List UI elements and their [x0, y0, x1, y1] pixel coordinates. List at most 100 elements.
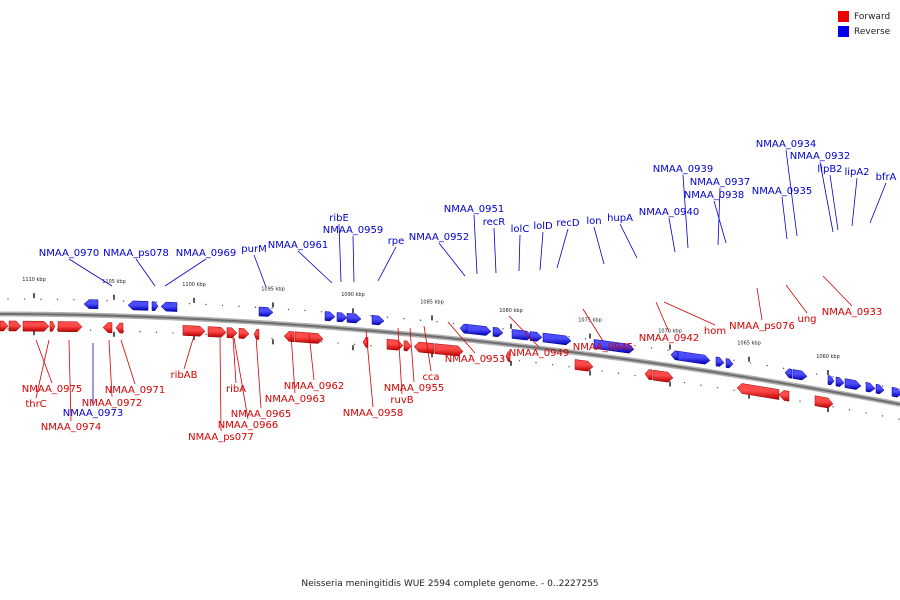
gene-label: NMAA_0949	[509, 348, 570, 359]
tick-label: 1095 kbp	[261, 286, 285, 292]
minor-tick-bottom	[502, 358, 504, 360]
forward-gene-glyph	[434, 343, 464, 357]
minor-tick-top	[766, 364, 768, 367]
gene-label: NMAA_0973	[63, 408, 124, 419]
gene-label: NMAA_0975	[22, 384, 83, 395]
gene-label: NMAA_0961	[268, 240, 329, 251]
tick-label: 1110 kbp	[22, 277, 46, 283]
gene-label: NMAA_0938	[684, 190, 745, 201]
tick-label: 1070 kbp	[658, 329, 682, 335]
gene-label: NMAA_0966	[218, 420, 279, 431]
minor-tick-top	[73, 299, 75, 301]
minor-tick-top	[733, 359, 735, 361]
minor-tick-top	[254, 306, 257, 308]
forward-gene-glyph	[22, 320, 50, 332]
minor-tick-bottom	[733, 389, 735, 391]
minor-tick-top	[403, 318, 405, 320]
reverse-gene-glyph	[827, 375, 835, 386]
forward-gene-glyph	[644, 369, 653, 381]
tick-label: 1060 kbp	[816, 354, 840, 360]
legend-forward-label: Forward	[854, 11, 891, 22]
minor-tick-bottom	[370, 345, 372, 347]
gene-leader-line	[255, 335, 262, 409]
minor-tick-top	[320, 311, 323, 313]
gene-leader-line	[508, 315, 540, 348]
gene-label: lolD	[533, 221, 553, 232]
forward-gene-glyph	[736, 383, 780, 400]
forward-gene-glyph	[182, 325, 206, 337]
minor-tick-top	[7, 298, 9, 300]
minor-tick-bottom	[683, 381, 686, 384]
minor-tick-top	[898, 388, 900, 390]
forward-gene-glyph	[115, 322, 124, 334]
gene-label: lolC	[511, 224, 530, 235]
minor-tick-top	[832, 376, 834, 378]
gene-leader-line	[308, 332, 315, 381]
minor-tick-bottom	[832, 406, 834, 408]
minor-tick-top	[634, 344, 636, 347]
gene-label: ribA	[226, 384, 246, 395]
gene-label: hupA	[607, 213, 633, 224]
forward-gene-glyph	[574, 359, 594, 372]
reverse-gene-glyph	[784, 368, 793, 379]
gene-label: NMAA_0934	[756, 139, 817, 150]
reverse-gene-glyph	[151, 301, 159, 311]
reverse-gene-glyph	[725, 358, 734, 369]
gene-leader-line	[68, 339, 72, 422]
gene-label: lipA2	[844, 167, 869, 178]
gene-leader-line	[473, 214, 478, 275]
gene-leader-line	[183, 338, 194, 370]
minor-tick-top	[205, 303, 207, 306]
legend-reverse: Reverse	[838, 24, 890, 39]
gene-label: ribE	[329, 213, 349, 224]
minor-tick-top	[815, 373, 818, 375]
minor-tick-bottom	[568, 366, 570, 368]
forward-gene-glyph	[57, 321, 83, 333]
minor-tick-top	[749, 362, 752, 364]
gene-label: NMAA_0939	[653, 164, 714, 175]
tick-label: 1090 kbp	[341, 292, 365, 298]
gene-label: cca	[422, 372, 439, 383]
minor-tick-top	[304, 309, 306, 312]
gene-label: ruvB	[390, 395, 413, 406]
gene-label: NMAA_0952	[409, 232, 470, 243]
tick-label: 1080 kbp	[499, 308, 523, 314]
gene-label: NMAA_0969	[176, 248, 237, 259]
reverse-gene-glyph	[677, 350, 711, 365]
gene-leader-line	[219, 337, 222, 432]
legend-forward: Forward	[838, 9, 890, 24]
minor-tick-bottom	[205, 333, 207, 336]
reverse-gene-glyph	[844, 378, 862, 390]
gene-label: NMAA_0940	[639, 207, 700, 218]
minor-tick-top	[271, 307, 273, 309]
minor-tick-bottom	[617, 372, 620, 374]
gene-leader-line	[253, 254, 267, 288]
gene-leader-line	[164, 258, 207, 287]
forward-gene-glyph	[652, 369, 674, 383]
minor-tick-top	[56, 298, 59, 301]
minor-tick-bottom	[485, 356, 488, 358]
gene-label: NMAA_0970	[39, 248, 100, 259]
gene-label: NMAA_0958	[343, 408, 404, 419]
gene-leader-line	[108, 339, 113, 398]
gene-label: rpe	[388, 236, 405, 247]
gene-label: NMAA_0965	[231, 409, 292, 420]
minor-tick-top	[584, 338, 587, 340]
reverse-gene-glyph	[529, 331, 543, 342]
reverse-swatch	[838, 26, 849, 37]
gene-leader-line	[785, 149, 798, 237]
minor-tick-top	[419, 319, 422, 321]
gene-leader-line	[423, 325, 432, 372]
tick-label: 1065 kbp	[737, 341, 761, 347]
forward-gene-glyph	[294, 331, 324, 344]
minor-tick-bottom	[634, 374, 636, 377]
gene-leader-line	[756, 287, 763, 321]
map-caption: Neisseria meningitidis WUE 2594 complete…	[301, 579, 599, 589]
reverse-gene-glyph	[324, 311, 336, 322]
gene-leader-line	[447, 321, 476, 354]
gene-leader-line	[785, 284, 808, 314]
reverse-gene-glyph	[542, 332, 572, 346]
gene-label: recR	[483, 217, 506, 228]
gene-leader-line	[619, 223, 638, 259]
gene-leader-line	[717, 187, 721, 246]
